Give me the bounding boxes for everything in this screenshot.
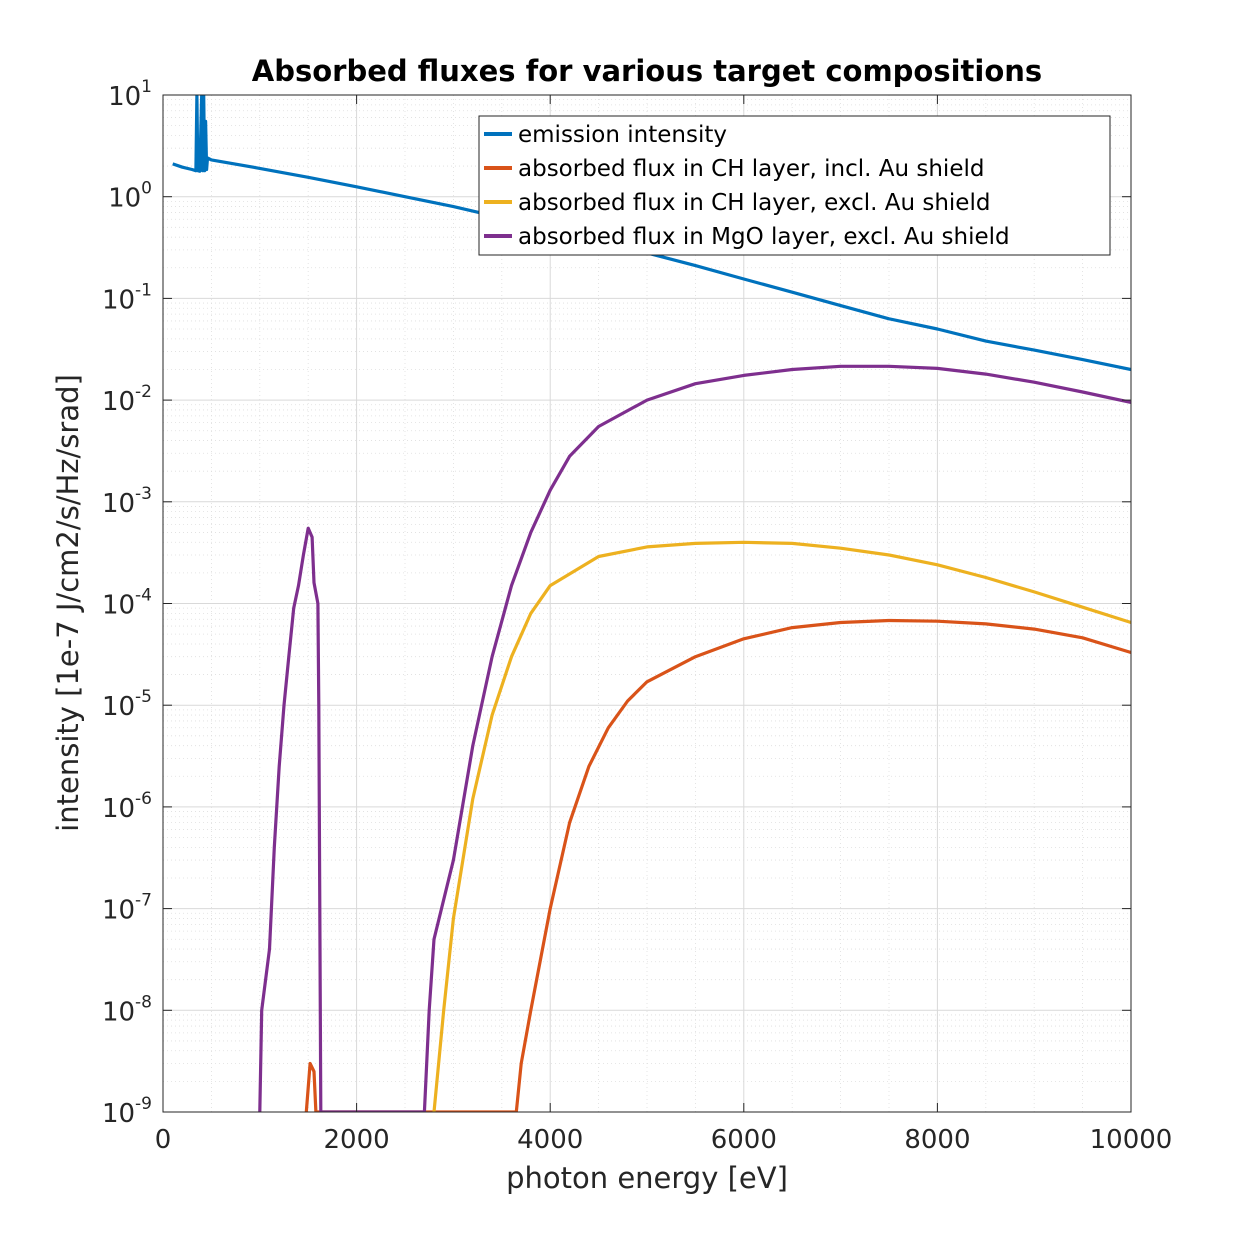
y-tick-label: 10-8 (102, 992, 152, 1027)
x-tick-label: 2000 (324, 1125, 390, 1155)
series-line-3 (258, 364, 1131, 1112)
x-tick-label: 8000 (904, 1125, 970, 1155)
x-axis-label: photon energy [eV] (506, 1161, 788, 1195)
y-tick-label: 10-1 (102, 280, 152, 315)
y-tick-label: 101 (108, 77, 152, 112)
y-tick-label: 10-7 (102, 891, 152, 926)
series-line-1 (304, 618, 1131, 1112)
legend-label: absorbed flux in MgO layer, excl. Au shi… (518, 224, 1010, 250)
legend-label: emission intensity (518, 122, 727, 148)
x-tick-label: 4000 (517, 1125, 583, 1155)
y-tick-labels: 101 100 10-1 10-2 10-3 10-4 10-5 10-6 10-7 10-8 10… (102, 77, 152, 1129)
legend-label: absorbed flux in CH layer, excl. Au shie… (518, 190, 990, 216)
legend: emission intensity absorbed flux in CH la… (478, 115, 1111, 256)
series-line-2 (432, 540, 1131, 1112)
y-tick-label: 10-4 (102, 586, 152, 621)
legend-label: absorbed flux in CH layer, incl. Au shie… (518, 156, 984, 182)
y-tick-label: 10-9 (102, 1094, 152, 1129)
x-tick-label: 6000 (711, 1125, 777, 1155)
y-tick-label: 10-3 (102, 484, 152, 519)
y-tick-label: 100 (108, 179, 152, 214)
series-line-0 (172, 95, 1131, 372)
series-layer (172, 95, 1131, 1112)
legend-box (478, 115, 1111, 256)
x-tick-label: 10000 (1090, 1125, 1173, 1155)
chart-title: Absorbed fluxes for various target compo… (252, 54, 1042, 88)
y-tick-label: 10-5 (102, 687, 152, 722)
x-tick-labels: 0 2000 4000 6000 8000 10000 (155, 1125, 1173, 1155)
y-tick-label: 10-2 (102, 382, 152, 417)
y-tick-label: 10-6 (102, 789, 152, 824)
ticks (162, 94, 1132, 1113)
x-tick-label: 0 (155, 1125, 172, 1155)
y-axis-label: intensity [1e-7 J/cm2/s/Hz/srad] (51, 374, 85, 832)
